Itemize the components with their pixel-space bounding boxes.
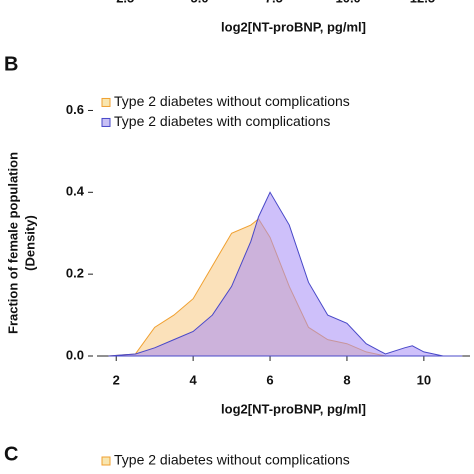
panel-letter: B bbox=[4, 53, 18, 75]
x-tick-label: 2 bbox=[113, 372, 120, 387]
x-tick-label: 6 bbox=[266, 372, 273, 387]
x-tick-label: 4 bbox=[190, 372, 198, 387]
x-axis-label: log2[NT-proBNP, pg/ml] bbox=[221, 401, 366, 416]
x-tick-label: 7.5 bbox=[265, 0, 283, 5]
panel-letter: C bbox=[4, 443, 18, 465]
x-tick-label: 10.0 bbox=[335, 0, 360, 5]
x-tick-label: 5.0 bbox=[190, 0, 208, 5]
x-tick-label: 12.5 bbox=[410, 0, 435, 5]
y-axis-label: Fraction of female population bbox=[5, 152, 20, 334]
legend-label: Type 2 diabetes with complications bbox=[114, 113, 330, 129]
legend-label: Type 2 diabetes without complications bbox=[114, 452, 350, 468]
x-tick-label: 2.5 bbox=[116, 0, 134, 5]
legend-swatch bbox=[101, 117, 111, 127]
y-tick-label: 0.6 bbox=[66, 102, 84, 117]
legend-label: Type 2 diabetes without complications bbox=[114, 93, 350, 109]
x-axis-label: log2[NT-proBNP, pg/ml] bbox=[221, 19, 366, 34]
x-tick-label: 8 bbox=[343, 372, 350, 387]
legend-swatch bbox=[101, 97, 111, 107]
density-area bbox=[108, 191, 463, 357]
y-tick-label: 0.0 bbox=[66, 347, 84, 362]
x-tick-label: 10 bbox=[417, 372, 431, 387]
legend-swatch bbox=[101, 456, 111, 466]
y-tick-label: 0.2 bbox=[66, 266, 84, 281]
y-axis-label: (Density) bbox=[22, 215, 37, 271]
y-tick-label: 0.4 bbox=[66, 184, 85, 199]
